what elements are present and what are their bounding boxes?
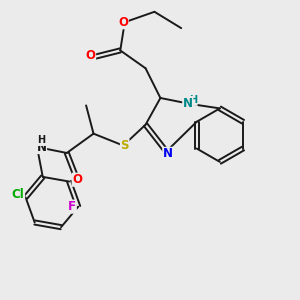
Text: N: N (163, 147, 173, 161)
Text: F: F (68, 200, 76, 213)
Text: Cl: Cl (12, 188, 25, 201)
Text: O: O (72, 173, 82, 186)
Text: H: H (189, 95, 197, 105)
Text: N: N (183, 97, 193, 110)
Text: O: O (85, 49, 96, 62)
Text: H: H (38, 136, 46, 146)
Text: N: N (37, 140, 46, 154)
Text: O: O (118, 16, 128, 29)
Text: S: S (121, 139, 129, 152)
